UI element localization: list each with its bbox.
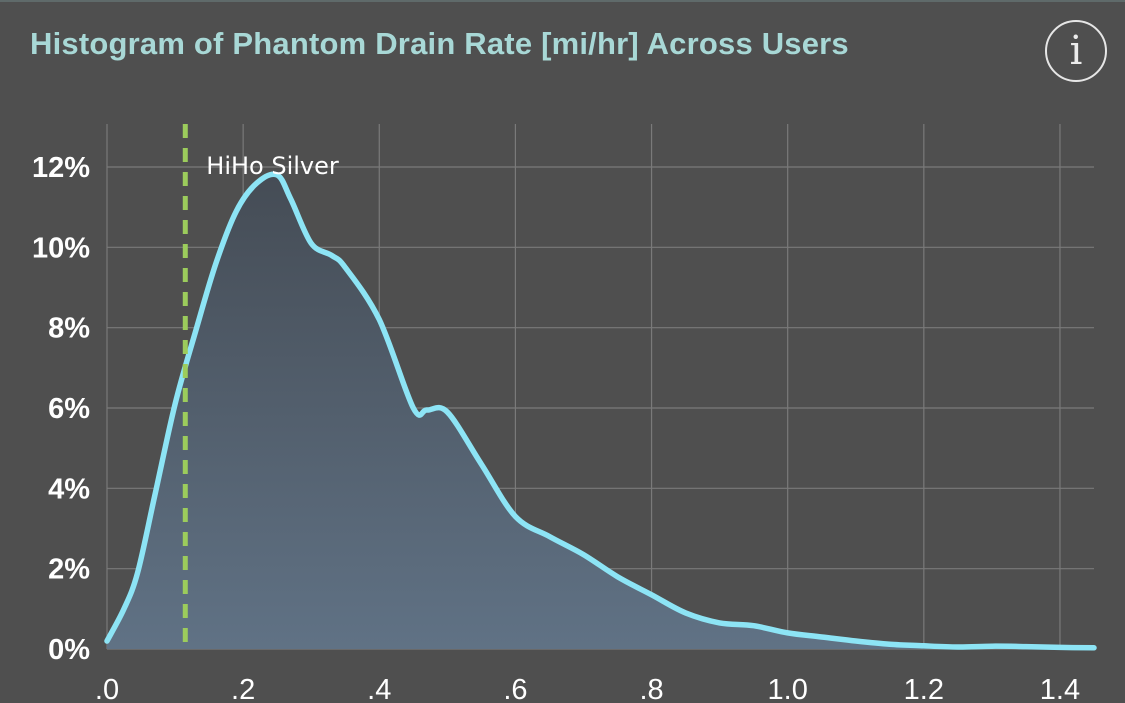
x-tick-label-6: 1.2	[904, 674, 944, 703]
x-axis-ticks: .0 .2 .4 .6 .8 1.0 1.2 1.4	[95, 674, 1080, 703]
x-tick-label-1: .2	[231, 674, 255, 703]
x-tick-label-3: .6	[503, 674, 527, 703]
y-tick-label-5: 10%	[32, 232, 90, 264]
distribution-area	[104, 171, 1097, 651]
distribution-line	[104, 171, 1097, 651]
y-tick-label-0: 0%	[48, 634, 90, 666]
distribution-fill	[107, 174, 1094, 649]
marker-layer: HiHo Silver	[182, 124, 339, 649]
y-tick-label-2: 4%	[48, 473, 90, 505]
x-tick-label-2: .4	[367, 674, 391, 703]
y-tick-label-6: 12%	[32, 152, 90, 184]
x-tick-label-5: 1.0	[768, 674, 808, 703]
info-icon[interactable]: i	[1045, 20, 1107, 82]
y-axis-ticks: 0% 2% 4% 6% 8% 10% 12%	[32, 152, 90, 666]
x-tick-label-7: 1.4	[1040, 674, 1080, 703]
y-tick-label-3: 6%	[48, 393, 90, 425]
chart-title: Histogram of Phantom Drain Rate [mi/hr] …	[30, 26, 849, 61]
x-tick-label-0: .0	[95, 674, 119, 703]
y-tick-label-4: 8%	[48, 313, 90, 345]
marker-label-0: HiHo Silver	[206, 152, 339, 180]
y-tick-label-1: 2%	[48, 554, 90, 586]
x-tick-label-4: .8	[639, 674, 663, 703]
